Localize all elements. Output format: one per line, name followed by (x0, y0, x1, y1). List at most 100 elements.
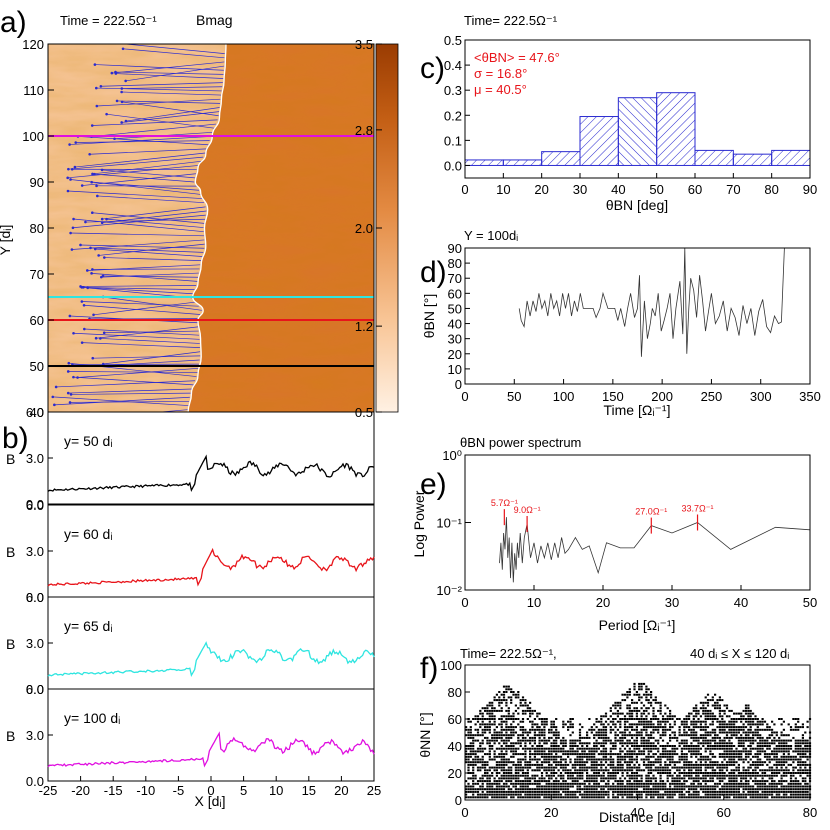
theta-nn-point (742, 745, 745, 747)
theta-nn-point (652, 753, 655, 756)
theta-nn-point (562, 723, 565, 726)
theta-nn-point (517, 758, 520, 761)
theta-nn-point (628, 796, 631, 799)
theta-nn-point (616, 720, 619, 723)
theta-nn-point (645, 739, 648, 742)
theta-nn-point (590, 788, 593, 791)
theta-nn-point (756, 723, 759, 726)
theta-nn-point (640, 734, 643, 737)
theta-nn-point (600, 753, 603, 756)
theta-nn-point (574, 750, 577, 753)
theta-nn-point (697, 709, 700, 712)
theta-nn-point (631, 728, 634, 731)
theta-nn-point (780, 769, 783, 772)
theta-nn-point (799, 788, 802, 791)
theta-nn-point (590, 774, 593, 777)
theta-nn-point (526, 774, 529, 777)
theta-nn-point (626, 707, 629, 710)
theta-nn-point (661, 747, 665, 750)
theta-nn-point (671, 790, 674, 793)
theta-nn-point (759, 761, 762, 764)
theta-nn-point (609, 753, 612, 756)
theta-nn-point (609, 750, 612, 753)
theta-nn-point (578, 788, 582, 791)
theta-nn-point (609, 772, 612, 774)
theta-nn-point (695, 747, 698, 750)
theta-nn-point (626, 793, 629, 796)
theta-nn-point (771, 739, 774, 742)
theta-nn-point (538, 728, 541, 731)
theta-nn-point (718, 736, 721, 739)
theta-nn-point (502, 761, 506, 764)
theta-nn-point (638, 696, 641, 699)
theta-nn-point (538, 712, 541, 715)
theta-nn-point (507, 790, 510, 793)
theta-nn-point (493, 734, 496, 737)
panel-b-ytick-label: 3.0 (26, 636, 44, 651)
theta-nn-point (512, 790, 515, 793)
theta-nn-point (671, 777, 674, 780)
theta-nn-point (797, 742, 800, 745)
theta-nn-point (773, 747, 776, 750)
theta-nn-point (785, 745, 788, 747)
theta-nn-point (669, 763, 672, 766)
theta-nn-point (576, 755, 579, 758)
theta-nn-point (752, 763, 755, 766)
theta-nn-point (555, 790, 558, 793)
theta-nn-point (669, 769, 672, 772)
theta-nn-point (562, 736, 565, 739)
theta-nn-point (526, 739, 529, 742)
panel-d-xtick-label: 50 (507, 389, 521, 404)
theta-nn-point (564, 763, 567, 766)
theta-nn-point (766, 774, 769, 777)
theta-nn-point (524, 736, 527, 739)
theta-nn-point (749, 793, 752, 796)
theta-nn-point (640, 712, 643, 715)
theta-nn-point (604, 726, 608, 729)
theta-nn-point (695, 777, 698, 780)
theta-nn-point (747, 782, 750, 785)
panel-c-xtick-label: 50 (649, 182, 663, 197)
theta-nn-point (680, 750, 683, 753)
theta-nn-point (716, 774, 719, 777)
theta-nn-point (650, 780, 653, 783)
theta-nn-point (640, 774, 643, 777)
theta-nn-point (733, 777, 736, 780)
theta-nn-point (642, 763, 646, 766)
theta-nn-point (481, 790, 484, 793)
theta-nn-point (688, 718, 691, 720)
field-vector (71, 239, 205, 250)
theta-nn-point (692, 790, 695, 793)
panel-b-xtick-label: -25 (39, 783, 58, 798)
theta-nn-point (661, 718, 665, 720)
theta-nn-point (593, 763, 596, 766)
theta-nn-point (714, 707, 717, 710)
theta-nn-point (647, 772, 650, 774)
theta-nn-point (661, 739, 665, 742)
theta-nn-point (474, 734, 477, 737)
theta-nn-point (709, 785, 712, 788)
theta-nn-point (725, 782, 729, 785)
theta-nn-point (626, 750, 629, 753)
panel-f-ytick-label: 100 (440, 658, 462, 673)
theta-nn-point (512, 745, 515, 747)
theta-nn-point (498, 796, 501, 799)
theta-nn-point (642, 745, 646, 747)
theta-nn-point (664, 747, 667, 750)
theta-nn-point (521, 788, 525, 791)
theta-nn-point (486, 728, 489, 731)
theta-nn-point (714, 769, 717, 772)
theta-nn-point (467, 769, 470, 772)
theta-nn-point (524, 785, 527, 788)
theta-nn-point (801, 736, 804, 739)
theta-nn-point (545, 720, 548, 723)
theta-nn-point (763, 750, 767, 753)
theta-nn-point (718, 753, 721, 756)
theta-nn-point (733, 755, 736, 758)
theta-nn-point (659, 763, 662, 766)
theta-nn-point (619, 701, 622, 704)
theta-nn-point (469, 796, 472, 799)
theta-nn-point (564, 758, 567, 761)
panel-e-xtick-label: 0 (461, 595, 468, 610)
